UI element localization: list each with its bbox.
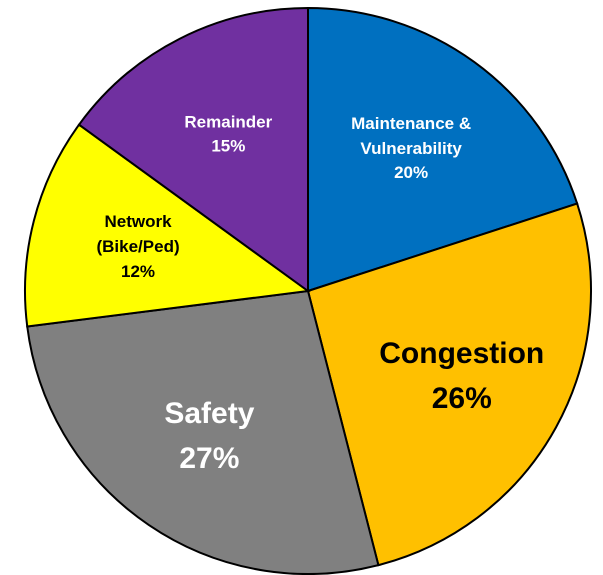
pie-slice (26, 289, 380, 575)
category-label: Network (Bike/Ped) (96, 212, 180, 257)
category-label: Safety (164, 397, 255, 431)
value-label: 27% (179, 442, 240, 476)
value-label: 15% (211, 136, 246, 156)
category-label: Maintenance & Vulnerability (351, 114, 472, 158)
pie-slice (77, 6, 309, 293)
value-label: 12% (121, 261, 156, 281)
slice-label: Safety 27% (164, 391, 254, 481)
value-label: 20% (394, 163, 429, 183)
category-label: Remainder (184, 112, 273, 132)
slice-label: Congestion 26% (379, 331, 544, 421)
value-label: 26% (431, 381, 492, 415)
slice-label: Maintenance & Vulnerability 20% (351, 112, 471, 186)
pie-slice (307, 6, 579, 293)
slice-label: Remainder 15% (184, 110, 272, 159)
pie-slice (306, 202, 592, 567)
category-label: Congestion (379, 336, 545, 370)
slice-label: Network (Bike/Ped) 12% (96, 210, 179, 284)
pie-slice (24, 123, 311, 328)
